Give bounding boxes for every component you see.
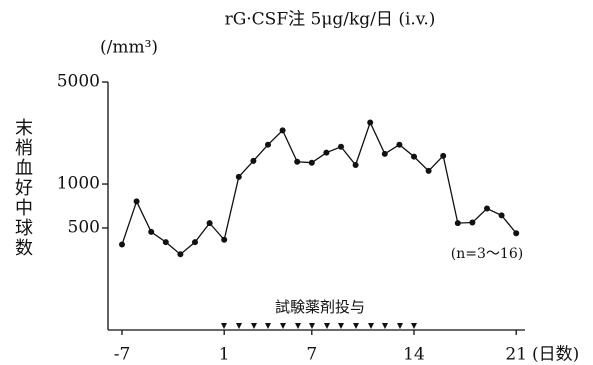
data-point [352,162,359,169]
x-tick-label: 1 [219,345,230,365]
data-point [250,157,257,164]
data-point [440,152,447,159]
data-point [148,228,155,235]
data-point [221,236,228,243]
data-point [498,212,505,219]
data-point [338,143,344,150]
y-tick-label: 5000 [57,72,100,92]
y-axis-label: 末梢血好中球数 [12,118,33,258]
data-point [425,167,432,174]
x-tick-label: 7 [306,345,317,365]
y-tick-label: 500 [68,217,100,237]
series-line [121,120,517,256]
data-point [367,119,374,126]
data-point [192,239,198,246]
data-point [308,159,315,166]
x-tick-label: -7 [114,345,131,365]
chart-title: rG·CSF注 5μg/kg/日 (i.v.) [225,10,436,30]
data-point [206,220,213,227]
data-point [294,158,301,165]
y-unit: (/mm³) [100,38,158,58]
data-point [454,220,461,227]
x-tick-label: 21 [505,345,527,365]
data-point [177,251,184,258]
x-axis-label: (日数) [532,345,579,365]
data-point [133,198,140,205]
data-point [411,153,417,160]
data-point [119,241,125,248]
data-point [484,205,490,212]
dosing-triangles [221,323,417,329]
data-point [279,127,286,134]
data-point [381,150,388,157]
data-point [323,149,330,156]
data-point [396,141,403,148]
data-point [265,141,271,148]
n-annotation: (n=3〜16) [451,246,523,262]
x-tick-label: 14 [403,345,425,365]
dosing-markers [221,323,417,329]
data-point [235,173,242,180]
data-point [162,239,169,246]
data-point [469,219,476,226]
data-point [513,230,520,237]
dosing-annotation: 試験薬剤投与 [275,298,365,316]
y-tick-label: 1000 [57,174,100,194]
